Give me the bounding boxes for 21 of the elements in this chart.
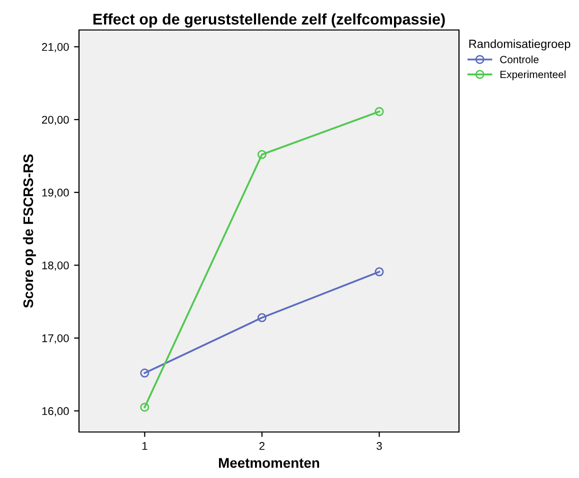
point xyxy=(257,150,266,160)
x-tick-label: 1 xyxy=(142,442,148,450)
x-tick-label: 3 xyxy=(376,442,382,450)
point xyxy=(257,313,266,322)
y-tick-label: 16,00 xyxy=(42,407,69,416)
x-tick-label: 2 xyxy=(259,442,264,450)
chart-title: Effect op de geruststellende zelf (zelfcompassie) xyxy=(93,13,445,28)
point xyxy=(374,267,384,276)
point xyxy=(140,402,150,412)
point xyxy=(140,368,150,378)
legend-title: Randomisatiegroep xyxy=(469,39,570,50)
x-axis-title: Meetmomenten xyxy=(219,458,320,468)
y-tick-label: 19,00 xyxy=(42,188,69,198)
y-tick-label: 18,00 xyxy=(42,261,69,271)
legend-label: Controle xyxy=(500,56,539,64)
y-tick-label: 21,00 xyxy=(42,43,69,52)
y-tick-label: 17,00 xyxy=(42,334,69,344)
point xyxy=(374,107,384,116)
y-tick-label: 20,00 xyxy=(42,116,69,126)
y-axis-title: Score op de FSCRS-RS xyxy=(22,154,36,308)
legend-label: Experimenteel xyxy=(500,70,566,80)
